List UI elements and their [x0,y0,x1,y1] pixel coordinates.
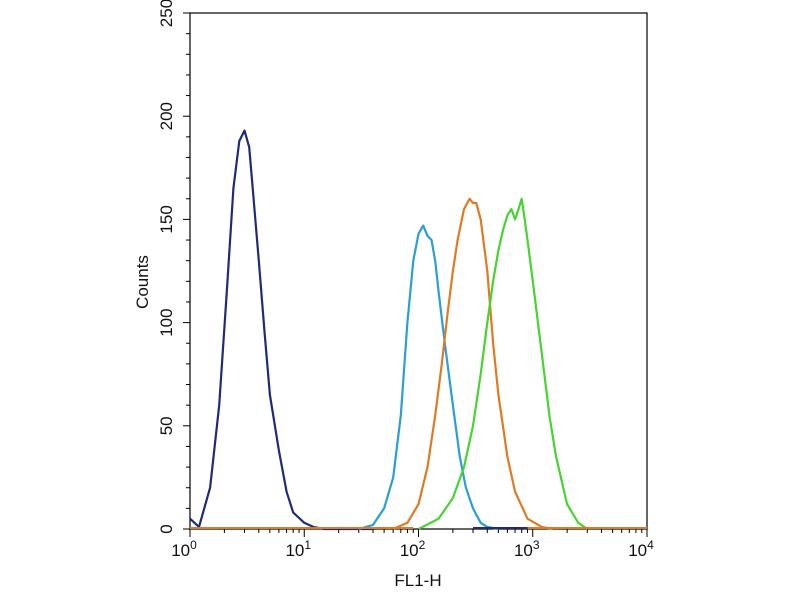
y-tick-label: 50 [157,416,176,435]
y-tick-label: 100 [157,308,176,336]
histogram-series-4 [417,197,588,530]
y-tick-label: 150 [157,205,176,233]
histogram-series-1 [189,129,373,531]
x-axis-title: FL1-H [394,571,441,590]
y-tick-label: 200 [157,102,176,130]
y-tick-labels: 0 50 100 150 200 250 [157,0,176,534]
y-axis-title: Counts [133,255,152,309]
x-tick-label: 103 [514,538,540,560]
y-tick-label: 0 [157,524,176,533]
axis-ticks [183,12,648,537]
y-tick-label: 250 [157,0,176,27]
series-lines [189,129,647,531]
x-tick-label: 100 [171,538,197,560]
histogram-series-3 [392,197,554,531]
x-tick-label: 102 [400,538,426,560]
histogram-series-2 [358,224,499,531]
x-tick-label: 104 [628,538,654,560]
x-tick-labels: 100 101 102 103 104 [171,538,654,560]
x-tick-label: 101 [285,538,311,560]
